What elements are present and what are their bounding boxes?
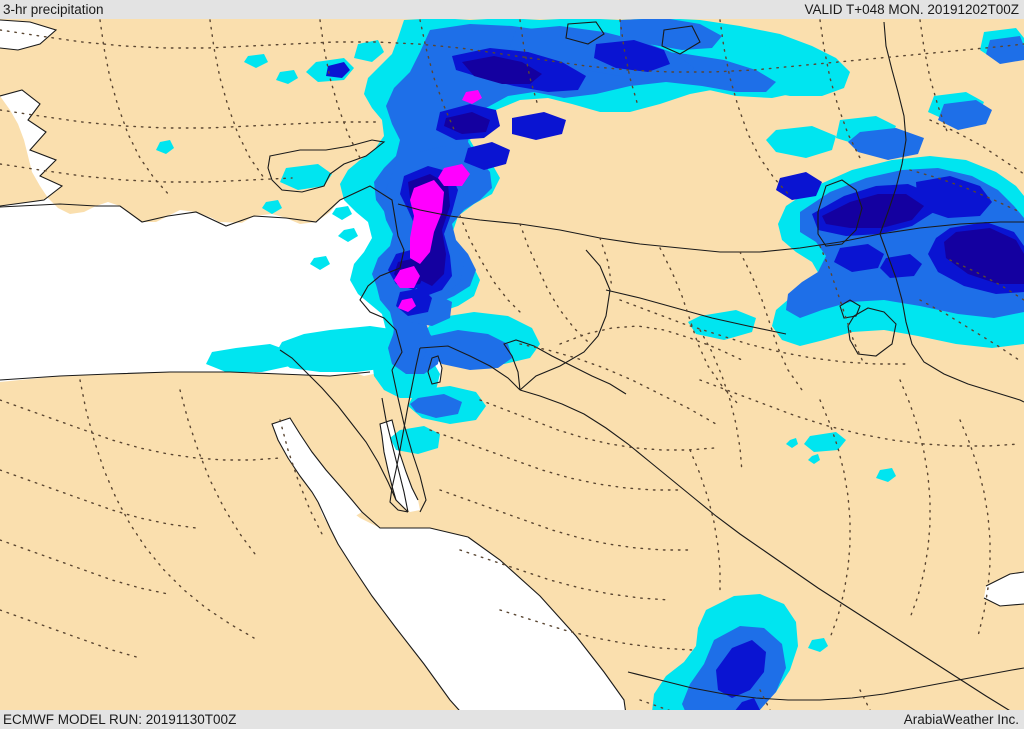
persian-gulf [984, 572, 1024, 606]
gulf-of-suez [272, 418, 362, 518]
footer-bar: ECMWF MODEL RUN: 20191130T00Z ArabiaWeat… [0, 710, 1024, 729]
borders-dotted [0, 19, 1024, 729]
map-title: 3-hr precipitation [3, 2, 104, 17]
model-run-label: ECMWF MODEL RUN: 20191130T00Z [3, 712, 237, 727]
precip-band-magenta [394, 90, 482, 312]
black-sea [0, 20, 56, 50]
valid-time-label: VALID T+048 MON. 20191202T00Z [804, 2, 1020, 17]
borders-solid [279, 21, 1024, 721]
attribution-label: ArabiaWeather Inc. [903, 712, 1019, 727]
red-sea [318, 498, 628, 729]
coastlines [0, 19, 1024, 729]
header-bar: 3-hr precipitation VALID T+048 MON. 2019… [0, 0, 1024, 19]
gulf-of-aqaba [380, 420, 420, 512]
